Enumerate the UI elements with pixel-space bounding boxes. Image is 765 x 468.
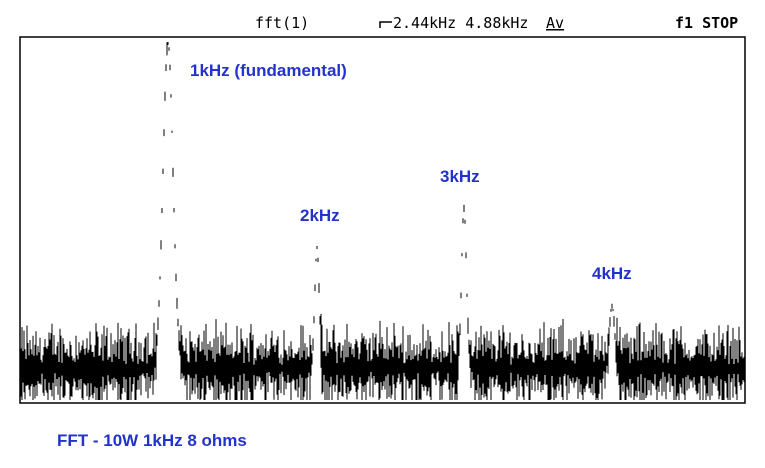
peak-label: 4kHz	[592, 264, 632, 283]
fft-trace	[20, 42, 745, 400]
header-mode: Av	[546, 14, 564, 32]
header-label: fft(1)	[255, 14, 309, 32]
caption: FFT - 10W 1kHz 8 ohms	[57, 431, 247, 450]
peak-label: 1kHz (fundamental)	[190, 61, 347, 80]
header-span: 2.44kHz 4.88kHz	[393, 14, 528, 32]
peak-label: 3kHz	[440, 167, 480, 186]
peak-label: 2kHz	[300, 206, 340, 225]
span-marker	[379, 21, 392, 28]
header-status: f1 STOP	[675, 14, 738, 32]
